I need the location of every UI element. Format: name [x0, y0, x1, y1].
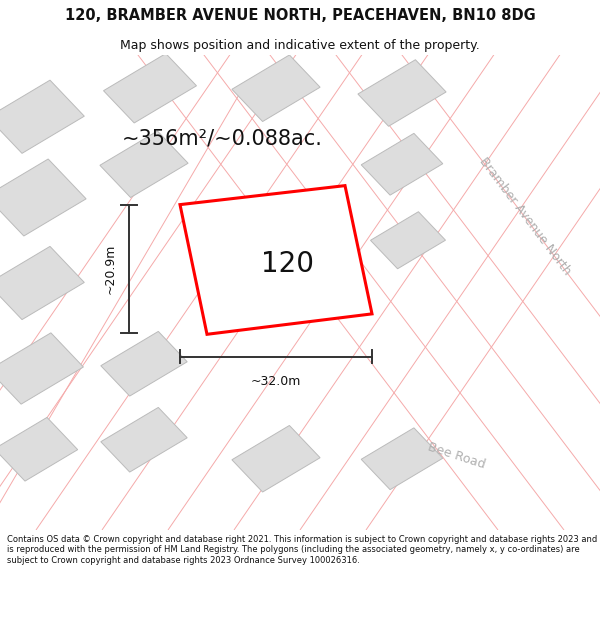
- Polygon shape: [232, 55, 320, 121]
- Polygon shape: [101, 408, 187, 472]
- Polygon shape: [104, 54, 196, 123]
- Text: 120: 120: [262, 251, 314, 278]
- Polygon shape: [361, 428, 443, 489]
- Polygon shape: [361, 133, 443, 195]
- Polygon shape: [232, 426, 320, 492]
- Polygon shape: [101, 331, 187, 396]
- Polygon shape: [0, 333, 83, 404]
- Text: Contains OS data © Crown copyright and database right 2021. This information is : Contains OS data © Crown copyright and d…: [7, 535, 598, 565]
- Polygon shape: [358, 60, 446, 126]
- Polygon shape: [0, 246, 84, 319]
- Polygon shape: [0, 418, 78, 481]
- Polygon shape: [100, 131, 188, 198]
- Text: ~356m²/~0.088ac.: ~356m²/~0.088ac.: [122, 128, 322, 148]
- Polygon shape: [0, 80, 84, 153]
- Polygon shape: [371, 212, 445, 269]
- Text: Bee Road: Bee Road: [425, 441, 487, 472]
- Text: 120, BRAMBER AVENUE NORTH, PEACEHAVEN, BN10 8DG: 120, BRAMBER AVENUE NORTH, PEACEHAVEN, B…: [65, 8, 535, 23]
- Polygon shape: [0, 159, 86, 236]
- Text: ~32.0m: ~32.0m: [251, 375, 301, 388]
- Text: Map shows position and indicative extent of the property.: Map shows position and indicative extent…: [120, 39, 480, 52]
- Text: ~20.9m: ~20.9m: [103, 244, 116, 294]
- Text: Bramber Avenue North: Bramber Avenue North: [476, 155, 574, 278]
- Polygon shape: [180, 186, 372, 334]
